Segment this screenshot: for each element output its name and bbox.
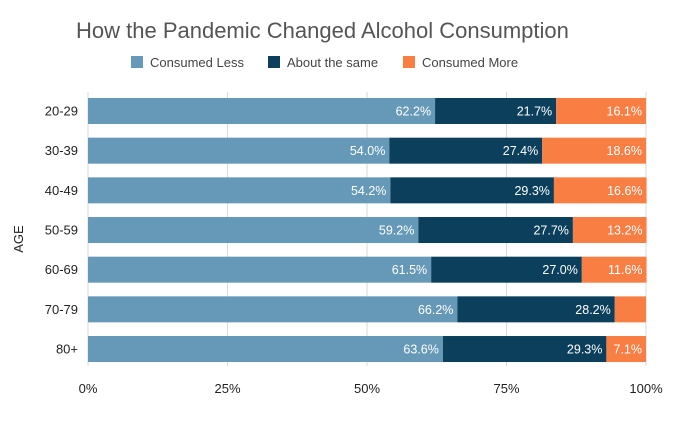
data-label: 54.0% (350, 144, 385, 158)
legend-label: Consumed More (422, 55, 518, 70)
y-tick-label: 30-39 (45, 143, 78, 158)
bar-segment (606, 336, 646, 363)
legend-swatch (131, 56, 143, 68)
data-label: 27.0% (542, 263, 577, 277)
bar-segment (556, 98, 646, 124)
bar-segment (431, 256, 582, 283)
bar-segment (389, 137, 543, 164)
bar-segment (442, 336, 607, 363)
data-label: 59.2% (379, 224, 414, 238)
bar-segment (88, 296, 458, 323)
data-label: 54.2% (351, 184, 386, 198)
bar-segment (581, 256, 647, 283)
bar-segment (572, 217, 647, 244)
y-tick-label: 70-79 (45, 302, 78, 317)
data-label: 29.3% (514, 184, 549, 198)
x-tick-label: 75% (493, 381, 519, 396)
y-tick-label: 50-59 (45, 223, 78, 238)
data-label: 13.2% (607, 224, 642, 238)
bar-segment (542, 137, 646, 164)
x-axis-ticks: 0% 25% 50% 75% 100% (79, 381, 663, 396)
bar-segment (614, 296, 646, 323)
bar-segment (390, 177, 554, 204)
data-label: 27.7% (533, 224, 568, 238)
legend-label: About the same (287, 55, 378, 70)
bar-segment (553, 177, 647, 204)
data-label: 7.1% (614, 343, 643, 357)
y-tick-label: 20-29 (45, 104, 78, 119)
data-label: 16.6% (607, 184, 642, 198)
data-label: 18.6% (607, 144, 642, 158)
data-label: 28.2% (575, 303, 610, 317)
bar-segment (88, 336, 443, 363)
x-tick-label: 50% (354, 381, 380, 396)
bar-segment (88, 98, 436, 124)
data-label: 27.4% (503, 144, 538, 158)
bar-segment (457, 296, 615, 323)
legend-swatch (403, 56, 415, 68)
data-label: 11.6% (608, 263, 643, 277)
legend-swatch (268, 56, 280, 68)
legend: Consumed Less About the same Consumed More (131, 55, 518, 70)
bar-segment (88, 217, 419, 244)
y-tick-label: 40-49 (45, 183, 78, 198)
bar-segment (88, 177, 391, 204)
y-axis-label: AGE (11, 225, 26, 253)
data-label: 29.3% (567, 343, 602, 357)
bar-segment (88, 256, 432, 283)
bar-segment (435, 98, 557, 124)
bar-segment (88, 137, 390, 164)
data-label: 61.5% (392, 263, 427, 277)
x-tick-label: 25% (214, 381, 240, 396)
x-tick-label: 100% (629, 381, 663, 396)
data-label: 66.2% (418, 303, 453, 317)
y-tick-label: 60-69 (45, 262, 78, 277)
data-label: 16.1% (607, 105, 642, 119)
bar-segment (418, 217, 573, 244)
y-tick-label: 80+ (56, 342, 78, 357)
chart-title: How the Pandemic Changed Alcohol Consump… (76, 18, 569, 43)
y-axis-ticks: 20-29 30-39 40-49 50-59 60-69 70-79 80+ (45, 104, 78, 357)
x-tick-label: 0% (79, 381, 98, 396)
bars: 62.2% 21.7% 16.1% 54.0% 27.4% 18.6% 54.2% 29.3%… (88, 98, 647, 363)
data-label: 21.7% (517, 105, 552, 119)
data-label: 62.2% (396, 105, 431, 119)
legend-label: Consumed Less (150, 55, 244, 70)
data-label: 63.6% (403, 343, 438, 357)
